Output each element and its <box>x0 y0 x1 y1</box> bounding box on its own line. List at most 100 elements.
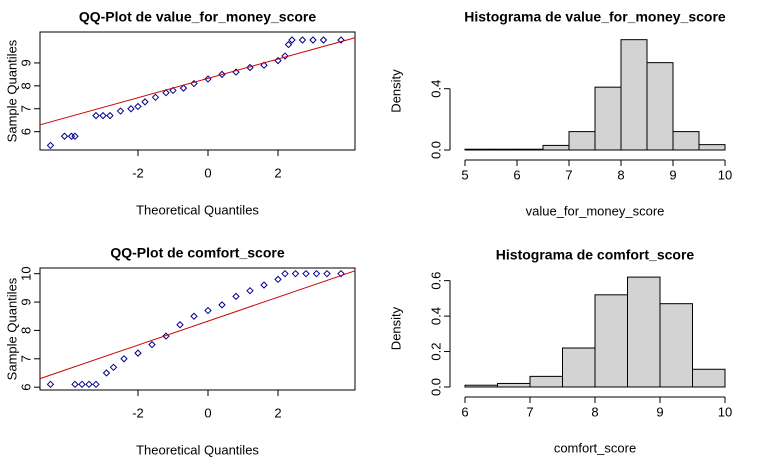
reference-line <box>39 270 356 380</box>
x-tick-label: 0 <box>204 405 211 420</box>
histogram-bar <box>529 375 563 388</box>
qq-point <box>190 312 198 320</box>
qq-point <box>176 321 184 329</box>
qq-point <box>148 340 156 349</box>
x-tick-label: 9 <box>656 404 663 419</box>
x-tick-label: 0 <box>204 165 211 180</box>
histogram-bar <box>568 131 596 151</box>
qq-point <box>337 269 345 278</box>
x-tick-label: 2 <box>274 165 281 180</box>
qq-point <box>309 36 317 44</box>
qq-point <box>284 40 293 49</box>
histogram-bar <box>542 144 570 151</box>
qq-point <box>260 281 268 289</box>
chart-title: Histograma de value_for_money_score <box>464 9 726 25</box>
qq-point <box>218 301 226 309</box>
qq-point <box>99 111 107 120</box>
x-tick-label: 2 <box>274 405 281 420</box>
histogram-bar <box>464 384 498 388</box>
qq-point <box>92 380 100 389</box>
qq-point <box>92 111 100 120</box>
reference-line <box>39 37 356 126</box>
x-tick-label: -2 <box>132 165 144 180</box>
y-tick-label: 9 <box>18 298 33 305</box>
qq-point <box>291 269 300 278</box>
y-tick-label: 0.2 <box>428 343 443 361</box>
x-tick-label: 6 <box>461 404 468 419</box>
y-tick-label: 0.6 <box>428 272 443 290</box>
qq-point <box>134 102 142 111</box>
qq-point <box>162 89 170 97</box>
y-tick-label: 7 <box>18 355 33 362</box>
x-tick-label: 8 <box>591 404 598 419</box>
y-axis-title: Density <box>388 306 403 350</box>
qq-point <box>116 107 125 115</box>
histogram-bar <box>497 382 531 388</box>
y-tick-label: 8 <box>18 327 33 334</box>
y-tick-label: 6 <box>18 128 33 135</box>
x-axis-title: value_for_money_score <box>526 203 665 218</box>
qq-point <box>46 141 55 150</box>
x-tick-label: 6 <box>513 167 520 182</box>
plot-box <box>39 267 356 391</box>
y-axis-title: Sample Quantiles <box>4 39 19 142</box>
histogram-bar <box>672 131 700 151</box>
histogram-bar <box>698 144 726 151</box>
qq-point <box>127 105 135 113</box>
qq-point <box>337 36 345 44</box>
qq-point <box>232 292 240 301</box>
qq-point <box>218 70 226 79</box>
qq-point <box>151 93 160 102</box>
qq-point <box>71 380 79 389</box>
histogram-bar <box>594 294 628 388</box>
qq-point <box>204 306 212 315</box>
qq-point <box>60 132 69 140</box>
qq-point <box>106 111 114 120</box>
histogram-bar <box>620 39 648 151</box>
x-axis-title: comfort_score <box>554 440 636 455</box>
y-tick-label: 8 <box>18 82 33 89</box>
y-tick-label: 9 <box>18 59 33 66</box>
x-tick-label: 10 <box>718 167 732 182</box>
qq-point <box>260 61 268 69</box>
qq-point <box>298 36 307 44</box>
y-tick-label: 10 <box>18 266 33 280</box>
histogram-bar <box>490 148 518 151</box>
qq-point <box>274 275 282 284</box>
qq-point <box>141 98 149 106</box>
x-axis-title: Theoretical Quantiles <box>136 442 259 457</box>
qq-point <box>319 36 328 44</box>
y-tick-label: 0.4 <box>428 307 443 325</box>
qq-point <box>246 286 254 295</box>
chart-title: QQ-Plot de comfort_score <box>110 245 284 261</box>
qq-point <box>323 269 331 278</box>
chart-title: QQ-Plot de value_for_money_score <box>79 9 317 25</box>
x-tick-label: 5 <box>461 167 468 182</box>
qq-point <box>46 380 55 389</box>
qq-point <box>179 84 188 92</box>
y-tick-label: 6 <box>18 384 33 391</box>
histogram-bar <box>516 148 544 151</box>
qq-point <box>102 369 111 377</box>
qq-point <box>312 269 321 278</box>
histogram-bar <box>464 148 492 151</box>
x-tick-label: -2 <box>132 405 144 420</box>
y-tick-label: 0.4 <box>428 80 443 98</box>
histogram-bar <box>562 347 596 388</box>
qq-point <box>78 380 86 389</box>
histogram-bar <box>627 276 661 388</box>
histogram-bar <box>692 368 726 388</box>
x-tick-label: 8 <box>617 167 624 182</box>
qq-point <box>169 86 177 95</box>
qq-point <box>288 36 296 44</box>
qq-point <box>134 349 142 357</box>
x-tick-label: 7 <box>526 404 533 419</box>
x-axis-title: Theoretical Quantiles <box>136 202 259 217</box>
qq-point <box>281 269 289 278</box>
y-tick-label: 7 <box>18 105 33 112</box>
x-tick-label: 9 <box>669 167 676 182</box>
qq-point <box>281 52 289 60</box>
y-tick-label: 0.0 <box>428 141 443 159</box>
y-tick-label: 0.0 <box>428 378 443 396</box>
